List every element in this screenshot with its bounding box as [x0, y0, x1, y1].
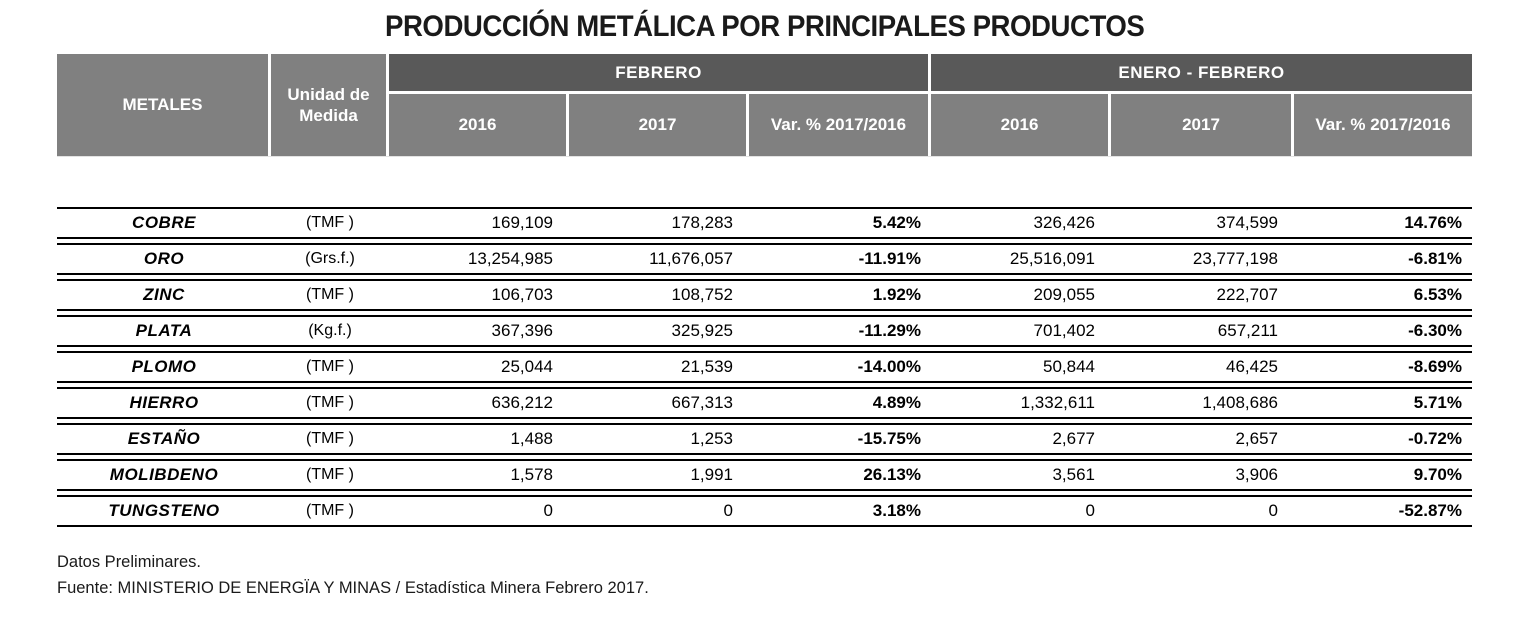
metal-name: ESTAÑO: [127, 429, 201, 448]
ef-2017-cell: 374,599: [1216, 213, 1278, 232]
header-unidad-de-medida: Unidad de Medida: [271, 54, 386, 156]
unit-cell: (TMF ): [306, 430, 354, 447]
unit-cell: (Kg.f.): [308, 322, 352, 339]
feb-var-cell: 1.92%: [872, 285, 921, 304]
page-title-text: PRODUCCIÓN METÁLICA POR PRINCIPALES PROD…: [384, 10, 1145, 43]
table-row-molibdeno: MOLIBDENO (TMF ) 1,578 1,991 26.13% 3,56…: [57, 459, 1472, 491]
feb-var-cell: -11.91%: [858, 249, 921, 268]
header-febrero-2016: 2016: [389, 94, 566, 156]
unit-cell: (TMF ): [306, 214, 354, 231]
note-preliminary-data: Datos Preliminares.: [57, 553, 201, 571]
feb-var-cell: -11.29%: [858, 321, 921, 340]
header-febrero-var: Var. % 2017/2016: [749, 94, 928, 156]
footnotes: Datos Preliminares. Fuente: MINISTERIO D…: [57, 549, 1472, 601]
ef-var-cell: -0.72%: [1408, 429, 1462, 448]
feb-2016-cell: 1,488: [510, 429, 553, 448]
header-metales: METALES: [57, 54, 268, 156]
ef-2016-cell: 2,677: [1052, 429, 1095, 448]
metal-name: COBRE: [132, 213, 196, 232]
feb-var-cell: 5.42%: [872, 213, 921, 232]
unit-cell: (TMF ): [306, 502, 354, 519]
table-row-cobre: COBRE (TMF ) 169,109 178,283 5.42% 326,4…: [57, 207, 1472, 239]
header-group-enero-febrero: ENERO - FEBRERO: [931, 54, 1472, 91]
ef-2017-cell: 657,211: [1217, 321, 1278, 340]
table-body: COBRE (TMF ) 169,109 178,283 5.42% 326,4…: [57, 207, 1472, 527]
report-sheet: PRODUCCIÓN METÁLICA POR PRINCIPALES PROD…: [57, 0, 1472, 601]
header-enero-febrero-2017: 2017: [1111, 94, 1291, 156]
feb-2017-cell: 325,925: [671, 321, 733, 340]
ef-var-cell: -6.30%: [1408, 321, 1462, 340]
feb-2016-cell: 13,254,985: [467, 249, 553, 268]
ef-var-cell: -8.69%: [1408, 357, 1462, 376]
table-header: METALES Unidad de Medida FEBRERO ENERO -…: [57, 54, 1472, 156]
feb-2016-cell: 106,703: [491, 285, 553, 304]
ef-2016-cell: 701,402: [1033, 321, 1095, 340]
feb-2017-cell: 178,283: [671, 213, 733, 232]
ef-2016-cell: 1,332,611: [1020, 393, 1095, 412]
header-enero-febrero-2016: 2016: [931, 94, 1108, 156]
feb-var-cell: -15.75%: [857, 429, 921, 448]
table-row-oro: ORO (Grs.f.) 13,254,985 11,676,057 -11.9…: [57, 243, 1472, 275]
ef-2016-cell: 3,561: [1052, 465, 1095, 484]
feb-2017-cell: 1,991: [690, 465, 733, 484]
metal-name: HIERRO: [129, 393, 199, 412]
feb-2017-cell: 1,253: [690, 429, 733, 448]
unit-cell: (TMF ): [306, 286, 354, 303]
header-febrero-2017: 2017: [569, 94, 746, 156]
feb-2016-cell: 367,396: [491, 321, 553, 340]
ef-2017-cell: 2,657: [1235, 429, 1278, 448]
feb-2016-cell: 25,044: [501, 357, 553, 376]
table-row-hierro: HIERRO (TMF ) 636,212 667,313 4.89% 1,33…: [57, 387, 1472, 419]
feb-2017-cell: 21,539: [681, 357, 733, 376]
metal-name: ZINC: [143, 285, 185, 304]
ef-2016-cell: 209,055: [1033, 285, 1095, 304]
feb-2017-cell: 0: [723, 501, 733, 520]
feb-var-cell: -14.00%: [857, 357, 921, 376]
ef-2016-cell: 25,516,091: [1009, 249, 1095, 268]
metal-name: MOLIBDENO: [109, 465, 219, 484]
feb-var-cell: 4.89%: [872, 393, 921, 412]
table-row-plomo: PLOMO (TMF ) 25,044 21,539 -14.00% 50,84…: [57, 351, 1472, 383]
feb-2017-cell: 667,313: [671, 393, 733, 412]
ef-2017-cell: 23,777,198: [1192, 249, 1278, 268]
feb-2016-cell: 1,578: [510, 465, 553, 484]
unit-cell: (TMF ): [306, 394, 354, 411]
note-source: Fuente: MINISTERIO DE ENERGÏA Y MINAS / …: [57, 579, 649, 597]
table-row-tungsteno: TUNGSTENO (TMF ) 0 0 3.18% 0 0 -52.87%: [57, 495, 1472, 527]
metal-name: ORO: [143, 249, 185, 268]
ef-2017-cell: 0: [1268, 501, 1278, 520]
metal-name: TUNGSTENO: [108, 501, 220, 520]
ef-var-cell: 14.76%: [1404, 213, 1462, 232]
feb-var-cell: 3.18%: [872, 501, 921, 520]
unit-cell: (Grs.f.): [305, 250, 355, 267]
feb-2017-cell: 11,676,057: [649, 249, 733, 268]
ef-2016-cell: 50,844: [1043, 357, 1095, 376]
feb-2017-cell: 108,752: [671, 285, 733, 304]
table-row-zinc: ZINC (TMF ) 106,703 108,752 1.92% 209,05…: [57, 279, 1472, 311]
ef-var-cell: 6.53%: [1413, 285, 1462, 304]
unit-cell: (TMF ): [306, 358, 354, 375]
ef-2016-cell: 326,426: [1033, 213, 1095, 232]
ef-2017-cell: 3,906: [1235, 465, 1278, 484]
feb-var-cell: 26.13%: [863, 465, 921, 484]
metal-name: PLATA: [135, 321, 193, 340]
table-row-plata: PLATA (Kg.f.) 367,396 325,925 -11.29% 70…: [57, 315, 1472, 347]
feb-2016-cell: 636,212: [491, 393, 553, 412]
feb-2016-cell: 169,109: [491, 213, 553, 232]
ef-2017-cell: 46,425: [1226, 357, 1278, 376]
ef-var-cell: 5.71%: [1413, 393, 1462, 412]
ef-2017-cell: 1,408,686: [1202, 393, 1278, 412]
unit-cell: (TMF ): [306, 466, 354, 483]
header-group-febrero: FEBRERO: [389, 54, 928, 91]
ef-var-cell: -52.87%: [1398, 501, 1462, 520]
ef-var-cell: -6.81%: [1408, 249, 1462, 268]
ef-2016-cell: 0: [1085, 501, 1095, 520]
ef-2017-cell: 222,707: [1216, 285, 1278, 304]
ef-var-cell: 9.70%: [1413, 465, 1462, 484]
feb-2016-cell: 0: [543, 501, 553, 520]
header-enero-febrero-var: Var. % 2017/2016: [1294, 94, 1472, 156]
metal-name: PLOMO: [131, 357, 197, 376]
table-row-estano: ESTAÑO (TMF ) 1,488 1,253 -15.75% 2,677 …: [57, 423, 1472, 455]
page-title: PRODUCCIÓN METÁLICA POR PRINCIPALES PROD…: [57, 10, 1472, 44]
